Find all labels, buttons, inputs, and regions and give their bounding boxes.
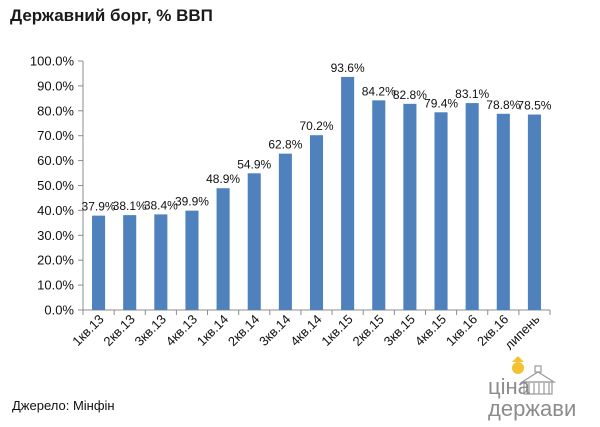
x-tick-label: 1кв.14 — [194, 312, 231, 349]
data-label: 79.4% — [424, 96, 458, 110]
bar-4кв.15 — [434, 112, 448, 310]
data-label: 78.5% — [517, 99, 551, 113]
source-note: Джерело: Мінфін — [12, 398, 115, 413]
bar-1кв.15 — [341, 76, 355, 310]
y-tick-label: 40.0% — [37, 203, 74, 218]
data-label: 84.2% — [362, 84, 396, 98]
bar-1кв.13 — [92, 215, 106, 310]
data-label: 38.4% — [144, 198, 178, 212]
y-tick-label: 0.0% — [44, 303, 74, 318]
logo-word-1: ціна — [488, 374, 531, 399]
logo-word-2: держави — [488, 396, 576, 421]
data-label: 39.9% — [175, 195, 209, 209]
y-tick-label: 100.0% — [30, 54, 75, 69]
y-tick-label: 70.0% — [37, 128, 74, 143]
y-tick-label: 30.0% — [37, 228, 74, 243]
bar-4кв.14 — [309, 135, 324, 310]
x-tick-label: 1кв.16 — [443, 312, 480, 349]
y-tick-label: 60.0% — [37, 153, 74, 168]
data-label: 38.1% — [113, 199, 147, 213]
x-tick-label: 4кв.15 — [412, 312, 449, 349]
data-label: 70.2% — [299, 119, 333, 133]
bar-2кв.15 — [372, 100, 386, 310]
bar-1кв.16 — [465, 103, 479, 311]
x-tick-label: 2кв.15 — [349, 312, 386, 349]
building-icon — [519, 365, 557, 395]
data-label: 82.8% — [393, 88, 427, 102]
bar-2кв.13 — [123, 215, 137, 310]
x-tick-label: 2кв.14 — [225, 312, 262, 349]
bar-2кв.16 — [496, 113, 510, 311]
bar-3кв.14 — [278, 153, 292, 310]
y-tick-label: 90.0% — [37, 78, 74, 93]
bar-3кв.13 — [154, 214, 168, 310]
coin-icon — [512, 356, 524, 374]
x-tick-label: 1кв.13 — [69, 312, 106, 349]
data-label: 78.8% — [486, 98, 520, 112]
chart-title: Державний борг, % ВВП — [10, 6, 213, 25]
bar-2кв.14 — [247, 173, 261, 310]
data-label: 37.9% — [82, 200, 116, 214]
x-tick-label: 1кв.15 — [318, 312, 355, 349]
x-tick-label: 4кв.14 — [287, 312, 324, 349]
y-tick-label: 10.0% — [37, 278, 74, 293]
y-tick-label: 50.0% — [37, 178, 74, 193]
bar-1кв.14 — [216, 188, 230, 310]
x-tick-label: 2кв.13 — [100, 312, 137, 349]
y-tick-label: 80.0% — [37, 103, 74, 118]
x-tick-label: 3кв.15 — [381, 312, 418, 349]
data-label: 83.1% — [455, 87, 489, 101]
y-tick-label: 20.0% — [37, 253, 74, 268]
tsina-derzhavy-logo: ціна держави — [478, 348, 596, 422]
bar-липень — [527, 114, 541, 310]
data-label: 54.9% — [237, 157, 271, 171]
x-tick-label: 4кв.13 — [163, 312, 200, 349]
x-tick-label: липень — [501, 311, 542, 352]
data-label: 93.6% — [331, 61, 365, 75]
data-label: 62.8% — [268, 138, 302, 152]
bar-4кв.13 — [185, 210, 199, 310]
bar-3кв.15 — [403, 103, 417, 310]
x-tick-label: 3кв.14 — [256, 312, 293, 349]
x-tick-label: 3кв.13 — [132, 312, 169, 349]
data-label: 48.9% — [206, 172, 240, 186]
